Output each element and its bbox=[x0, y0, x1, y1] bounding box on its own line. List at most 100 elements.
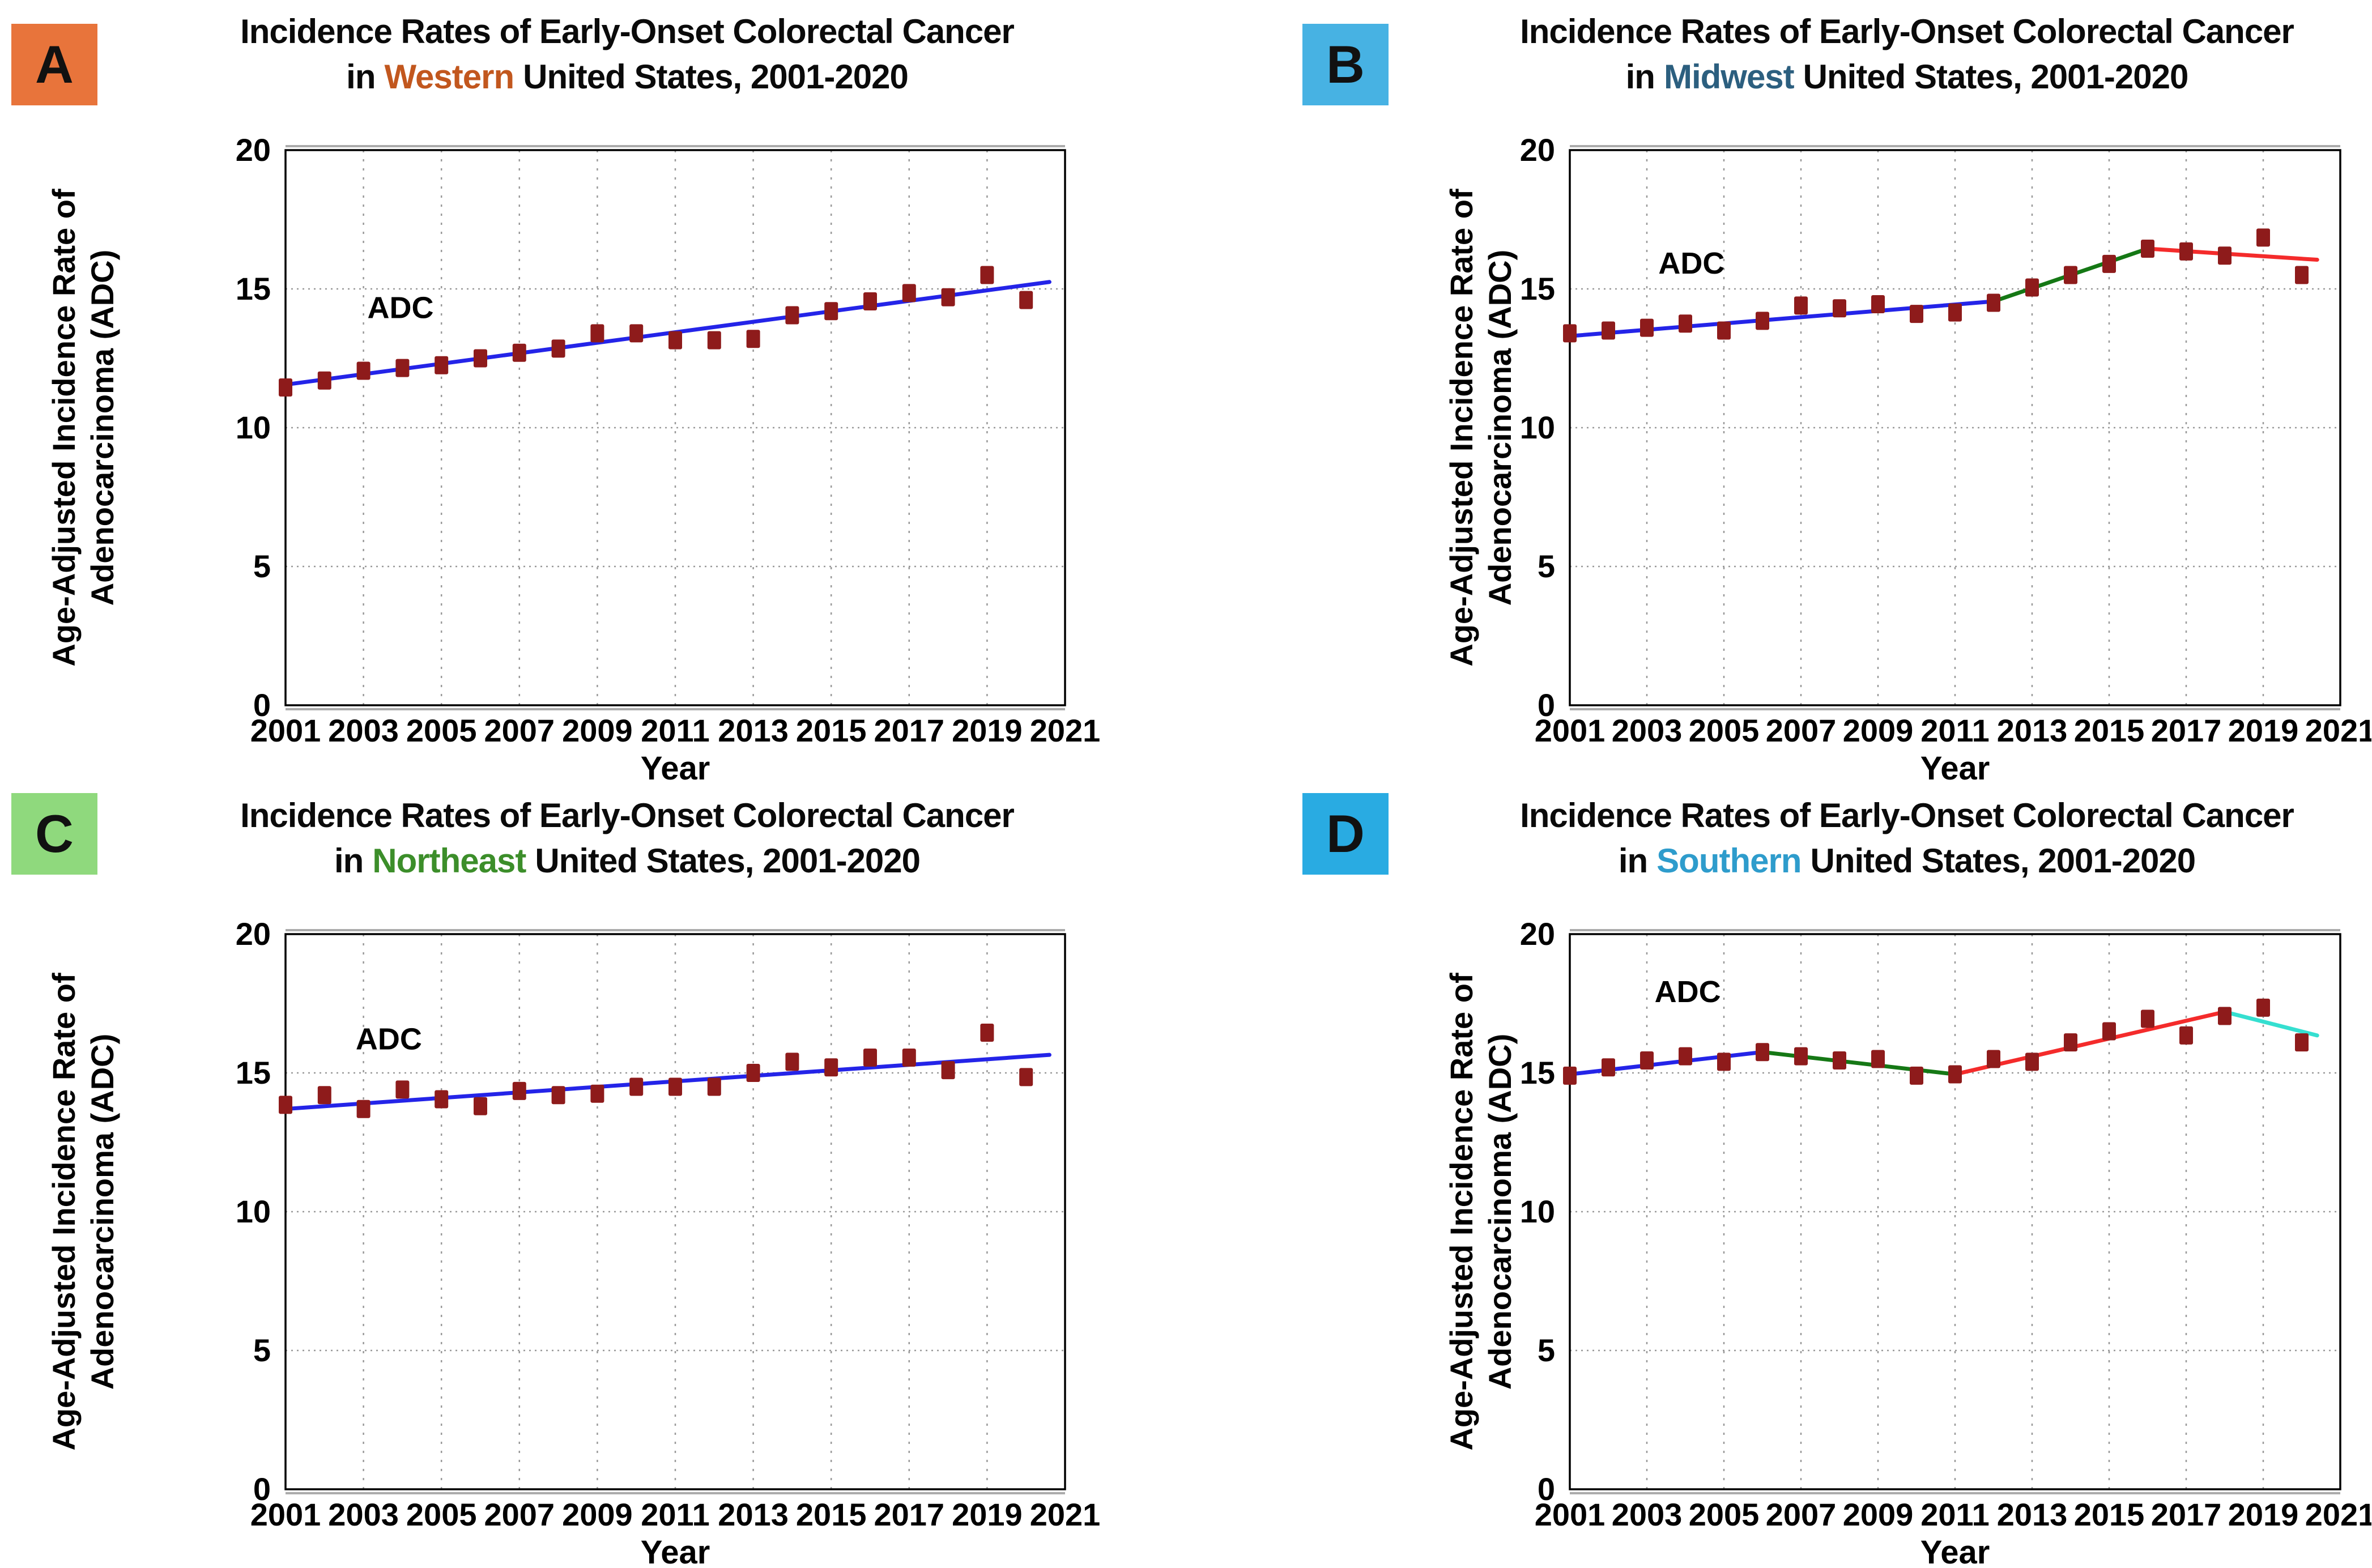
x-tick-label: 2017 bbox=[874, 713, 945, 748]
data-point bbox=[863, 1049, 877, 1067]
data-point bbox=[1019, 1068, 1033, 1086]
chart-midwest: 0 5 10 15 20 2001 2003 2005 2007 2009 2011 2013 2015… bbox=[1443, 132, 2371, 784]
trend-segment-green bbox=[1760, 1050, 1957, 1076]
panel-b-title-line1: Incidence Rates of Early-Onset Colorecta… bbox=[1520, 12, 2294, 50]
data-point bbox=[629, 324, 644, 343]
panel-a-title-line2: in Western United States, 2001-2020 bbox=[165, 54, 1089, 100]
x-tick-label: 2001 bbox=[250, 713, 321, 748]
data-point bbox=[1871, 295, 1885, 313]
y-tick-label: 20 bbox=[1520, 132, 1555, 168]
y-tick-label: 20 bbox=[236, 916, 271, 952]
adc-annotation: ADC bbox=[356, 1022, 422, 1056]
trend-segment-blue bbox=[283, 280, 1051, 387]
x-axis-label: Year bbox=[1920, 1534, 1990, 1568]
chart-western: 0 5 10 15 20 2001 2003 2005 2007 2009 2011 2013 2015… bbox=[46, 132, 1100, 784]
panel-c-title-rest: United States, 2001-2020 bbox=[535, 841, 921, 880]
chart-northeast: 0 5 10 15 20 2001 2003 2005 2007 2009 2011 2013 2015… bbox=[46, 916, 1100, 1568]
x-tick-label: 2013 bbox=[1997, 1497, 2068, 1532]
data-point bbox=[668, 331, 682, 350]
data-point bbox=[1717, 321, 1731, 340]
panel-b-title: Incidence Rates of Early-Onset Colorecta… bbox=[1445, 9, 2369, 100]
data-point bbox=[395, 359, 410, 377]
data-point bbox=[1987, 293, 2000, 312]
x-tick-label: 2015 bbox=[796, 1497, 867, 1532]
panel-c: C Incidence Rates of Early-Onset Colorec… bbox=[0, 784, 1186, 1568]
y-tick-label: 0 bbox=[1538, 1471, 1555, 1507]
y-tick-label: 15 bbox=[236, 1055, 271, 1090]
chart-southern: 0 5 10 15 20 2001 2003 2005 2007 2009 2011 2013 2015… bbox=[1443, 916, 2371, 1568]
x-tick-label: 2017 bbox=[2151, 1497, 2222, 1532]
y-tick-label: 15 bbox=[1520, 1055, 1555, 1090]
panel-c-title-line1: Incidence Rates of Early-Onset Colorecta… bbox=[240, 796, 1015, 834]
data-point bbox=[2218, 1007, 2232, 1025]
panel-b-label-box: B bbox=[1302, 24, 1389, 105]
x-axis-label: Year bbox=[641, 750, 710, 784]
panel-a-label: A bbox=[35, 35, 74, 94]
panel-d-label-box: D bbox=[1302, 793, 1389, 875]
data-point bbox=[1948, 1065, 1962, 1084]
data-point bbox=[1563, 1066, 1577, 1085]
data-point bbox=[1910, 1066, 1923, 1085]
x-tick-label: 2009 bbox=[1843, 1497, 1914, 1532]
panel-d-title-rest: United States, 2001-2020 bbox=[1810, 841, 2196, 880]
panel-b-label: B bbox=[1326, 35, 1365, 94]
x-tick-label: 2013 bbox=[718, 713, 789, 748]
x-tick-label: 2003 bbox=[328, 1497, 399, 1532]
data-point bbox=[863, 292, 877, 311]
x-tick-label: 2011 bbox=[641, 713, 710, 748]
data-point bbox=[2295, 266, 2309, 284]
data-point bbox=[435, 1090, 449, 1109]
x-tick-label: 2007 bbox=[484, 1497, 555, 1532]
title-in-word: in bbox=[1625, 57, 1655, 96]
panel-c-title: Incidence Rates of Early-Onset Colorecta… bbox=[165, 793, 1089, 884]
y-tick-label: 10 bbox=[236, 410, 271, 445]
x-tick-label: 2017 bbox=[2151, 713, 2222, 748]
data-point bbox=[590, 1084, 604, 1103]
panel-b: B Incidence Rates of Early-Onset Colorec… bbox=[1186, 0, 2372, 784]
data-point bbox=[1948, 303, 1962, 322]
data-point bbox=[590, 324, 604, 343]
trend-segment-blue bbox=[1568, 299, 1996, 338]
data-point bbox=[1871, 1050, 1885, 1068]
x-tick-label: 2005 bbox=[406, 1497, 477, 1532]
y-tick-label: 0 bbox=[253, 1471, 271, 1507]
data-point bbox=[824, 1058, 838, 1077]
data-point bbox=[474, 1097, 487, 1115]
data-point bbox=[1679, 1047, 1692, 1066]
data-point bbox=[435, 356, 449, 374]
data-point bbox=[785, 306, 799, 325]
data-point bbox=[629, 1077, 644, 1096]
plot-frame bbox=[284, 933, 1066, 1490]
data-point bbox=[279, 1096, 292, 1114]
data-point bbox=[1794, 296, 1808, 315]
data-point bbox=[317, 1086, 331, 1105]
data-point bbox=[1987, 1050, 2000, 1068]
x-tick-label: 2005 bbox=[1689, 1497, 1760, 1532]
panel-c-title-line2: in Northeast United States, 2001-2020 bbox=[165, 838, 1089, 884]
panel-a: A Incidence Rates of Early-Onset Colorec… bbox=[0, 0, 1186, 784]
x-tick-label: 2017 bbox=[874, 1497, 945, 1532]
data-point bbox=[2025, 278, 2039, 297]
data-point bbox=[2179, 242, 2193, 261]
data-point bbox=[2218, 246, 2232, 265]
y-tick-label: 0 bbox=[1538, 687, 1555, 723]
x-tick-label: 2007 bbox=[1766, 713, 1837, 748]
panel-a-region: Western bbox=[384, 57, 515, 96]
y-tick-label: 20 bbox=[1520, 916, 1555, 952]
trend-segment-red bbox=[2145, 246, 2319, 262]
x-tick-label: 2013 bbox=[718, 1497, 789, 1532]
title-in-word: in bbox=[334, 841, 364, 880]
title-in-word: in bbox=[1618, 841, 1648, 880]
y-tick-label: 5 bbox=[253, 1332, 271, 1368]
data-point bbox=[2102, 1022, 2116, 1041]
panel-a-label-box: A bbox=[11, 24, 97, 105]
x-tick-label: 2021 bbox=[2305, 713, 2371, 748]
x-tick-label: 2015 bbox=[796, 713, 867, 748]
data-point bbox=[902, 284, 916, 302]
panel-b-region: Midwest bbox=[1663, 57, 1795, 96]
x-tick-label: 2001 bbox=[1535, 1497, 1606, 1532]
x-tick-label: 2007 bbox=[1766, 1497, 1837, 1532]
x-tick-label: 2009 bbox=[1843, 713, 1914, 748]
trend-segment-cyan bbox=[2222, 1009, 2319, 1038]
panel-c-region: Northeast bbox=[372, 841, 526, 880]
